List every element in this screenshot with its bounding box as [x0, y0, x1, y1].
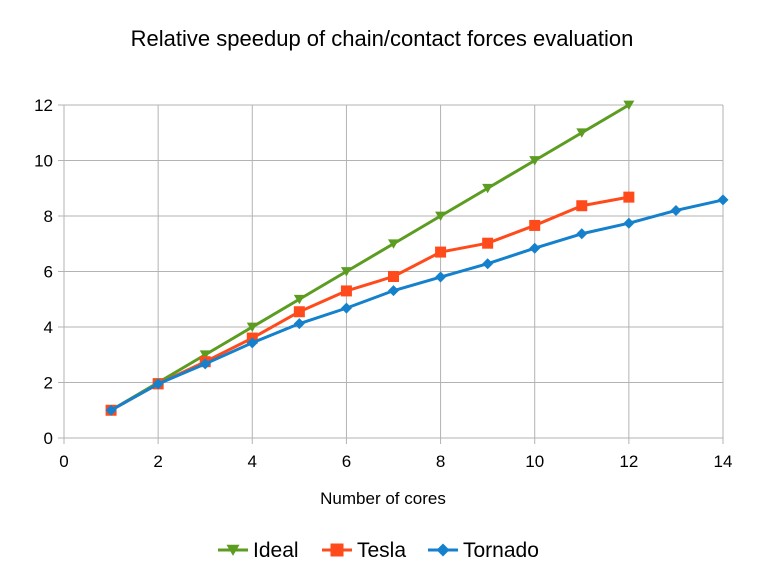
legend-label: Ideal — [253, 539, 299, 562]
legend-item-tornado: Tornado — [428, 539, 539, 562]
ideal-point — [388, 239, 399, 249]
tornado-point — [435, 271, 447, 283]
tornado-point — [623, 217, 635, 229]
series-tornado — [105, 194, 729, 416]
tick-labels: 0 2 4 6 8 10 12 0 2 4 6 8 10 12 14 — [34, 96, 732, 471]
x-tick-label: 6 — [342, 452, 351, 471]
tornado-point — [670, 204, 682, 216]
chart-title: Relative speedup of chain/contact forces… — [131, 26, 634, 51]
ideal-point — [623, 100, 635, 110]
tornado-point — [152, 378, 164, 390]
y-tick-label: 2 — [44, 374, 53, 393]
ideal-point — [199, 350, 211, 360]
y-tick-label: 8 — [44, 207, 53, 226]
tesla-point — [340, 285, 352, 297]
legend-item-tesla: Tesla — [322, 539, 406, 562]
legend-marker — [330, 543, 344, 557]
y-tick-label: 6 — [44, 263, 53, 282]
tesla-line — [110, 195, 630, 412]
series-tesla — [105, 191, 635, 416]
y-tick-label: 10 — [34, 152, 53, 171]
tornado-point — [246, 337, 258, 349]
legend-marker — [226, 544, 240, 556]
tornado-point — [529, 242, 541, 254]
tornado-point — [576, 228, 588, 240]
legend-marker — [436, 543, 450, 557]
x-tick-label: 10 — [525, 452, 544, 471]
series-group — [105, 100, 729, 416]
ideal-point — [482, 183, 494, 194]
tornado-point — [105, 404, 117, 416]
tornado-point — [340, 302, 352, 314]
y-tick-label: 4 — [44, 318, 53, 337]
series-ideal — [105, 100, 635, 416]
tesla-point — [435, 246, 447, 258]
ideal-point — [246, 322, 258, 332]
tornado-point — [293, 318, 305, 330]
tornado-point — [482, 258, 494, 270]
tesla-point — [576, 200, 588, 212]
y-tick-label: 0 — [44, 429, 53, 448]
x-tick-label: 8 — [436, 452, 445, 471]
tesla-point — [623, 191, 635, 203]
tornado-point — [717, 194, 729, 206]
ideal-point — [293, 294, 305, 305]
tesla-point — [293, 306, 305, 318]
x-tick-label: 0 — [59, 452, 68, 471]
ideal-point — [529, 156, 541, 166]
grid-lines — [58, 104, 724, 444]
legend-label: Tornado — [463, 539, 539, 562]
legend: Ideal Tesla Tornado — [218, 539, 539, 562]
ideal-point — [340, 267, 352, 277]
tornado-point — [199, 358, 211, 370]
ideal-line — [110, 103, 630, 412]
y-tick-label: 12 — [34, 96, 53, 115]
tornado-line — [110, 198, 724, 412]
tesla-point — [529, 219, 541, 231]
ideal-point — [435, 211, 447, 221]
legend-label: Tesla — [357, 539, 406, 562]
x-tick-label: 12 — [619, 452, 638, 471]
x-tick-label: 14 — [714, 452, 733, 471]
tesla-point — [388, 270, 399, 282]
tesla-point — [482, 237, 494, 249]
x-tick-label: 4 — [248, 452, 257, 471]
x-tick-label: 2 — [153, 452, 162, 471]
tornado-point — [388, 285, 399, 297]
ideal-point — [576, 128, 588, 138]
x-axis-label: Number of cores — [320, 489, 446, 508]
legend-item-ideal: Ideal — [218, 539, 299, 562]
